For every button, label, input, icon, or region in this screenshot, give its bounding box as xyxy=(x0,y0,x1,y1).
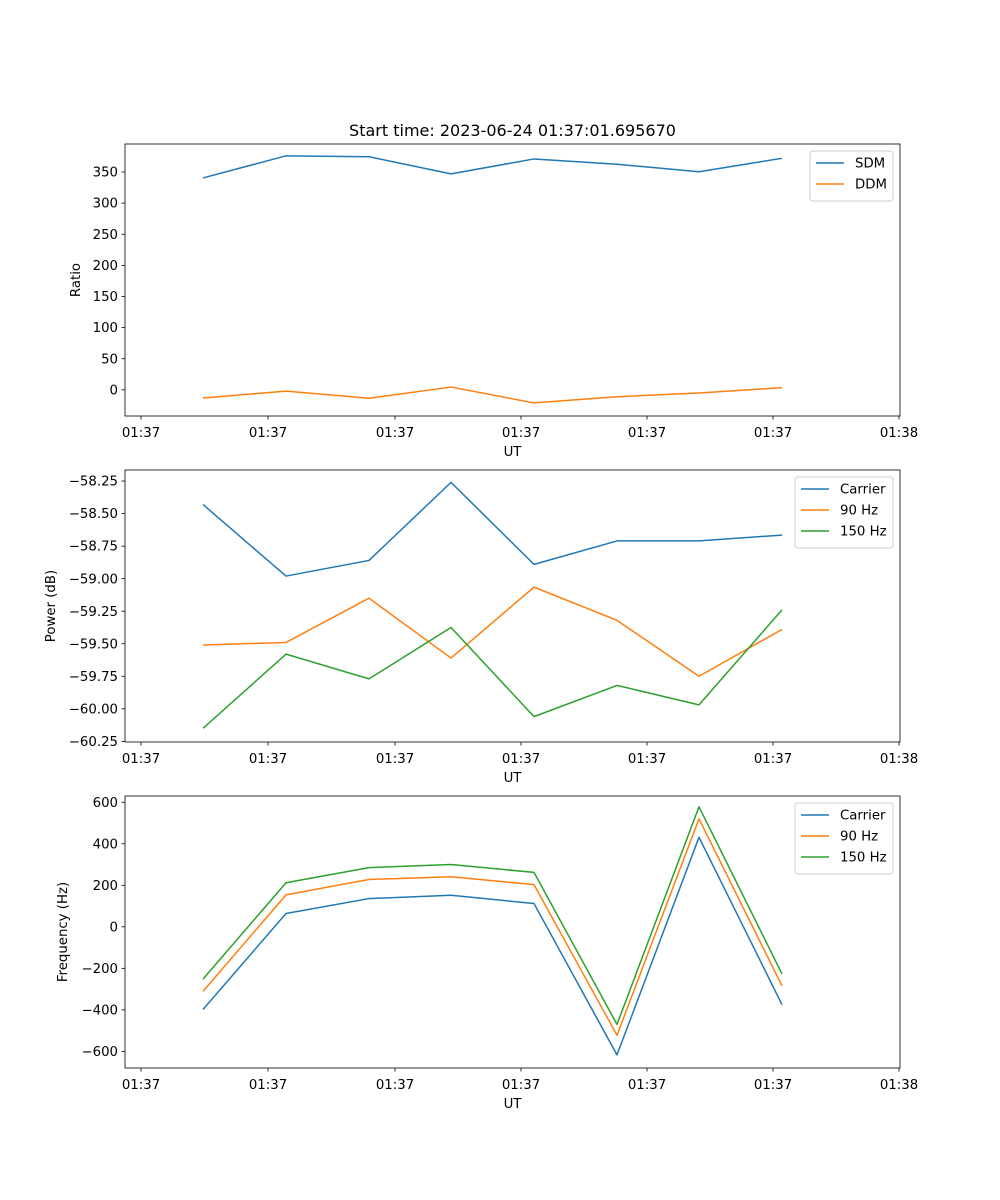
x-axis-label: UT xyxy=(504,771,523,786)
y-tick-label: 0 xyxy=(110,383,118,398)
y-axis-label: Frequency (Hz) xyxy=(56,882,71,982)
x-tick-label: 01:37 xyxy=(122,752,160,767)
y-tick-label: 250 xyxy=(93,228,118,243)
y-tick-label: −59.00 xyxy=(69,572,118,587)
legend-label: SDM xyxy=(855,157,885,172)
y-tick-label: 600 xyxy=(93,796,118,811)
y-tick-label: 300 xyxy=(93,197,118,212)
subplot-2: 01:37 01:37 01:37 01:37 01:37 01:37 01:38 UT −60… xyxy=(44,469,918,786)
y-tick-label: 200 xyxy=(93,879,118,894)
legend-label: 90 Hz xyxy=(840,504,878,519)
x-tick-label: 01:38 xyxy=(880,1078,918,1093)
series-line-carrier xyxy=(202,481,783,577)
x-tick-label: 01:37 xyxy=(376,1078,414,1093)
y-axis-label: Ratio xyxy=(69,263,84,297)
x-tick-label: 01:37 xyxy=(122,426,160,441)
axes-frame xyxy=(124,469,901,743)
series-line-90-hz xyxy=(202,586,783,678)
y-tick-label: −60.00 xyxy=(69,702,118,717)
x-tick-label: 01:37 xyxy=(249,1078,287,1093)
subplot-1: 01:37 01:37 01:37 01:37 01:37 01:37 01:38 UT 0 50… xyxy=(69,143,918,460)
x-tick-label: 01:37 xyxy=(754,1078,792,1093)
x-tick-label: 01:37 xyxy=(376,752,414,767)
y-tick-label: 100 xyxy=(93,321,118,336)
x-tick-label: 01:37 xyxy=(502,752,540,767)
legend-label: DDM xyxy=(855,178,887,193)
figure-title: Start time: 2023-06-24 01:37:01.695670 xyxy=(349,121,676,140)
y-tick-label: 0 xyxy=(110,920,118,935)
x-tick-label: 01:37 xyxy=(628,1078,666,1093)
x-tick-label: 01:37 xyxy=(249,752,287,767)
y-tick-label: −60.25 xyxy=(69,735,118,750)
x-tick-label: 01:37 xyxy=(249,426,287,441)
y-tick-label: −200 xyxy=(81,962,118,977)
x-tick-label: 01:38 xyxy=(880,752,918,767)
axes-frame xyxy=(124,795,901,1069)
y-tick-label: −600 xyxy=(81,1045,118,1060)
series-line-150-hz xyxy=(202,609,783,729)
y-tick-label: −400 xyxy=(81,1003,118,1018)
y-tick-label: 200 xyxy=(93,259,118,274)
x-tick-label: 01:37 xyxy=(376,426,414,441)
x-axis-label: UT xyxy=(504,1097,523,1112)
y-tick-label: −59.25 xyxy=(69,605,118,620)
x-tick-label: 01:37 xyxy=(502,426,540,441)
x-axis-label: UT xyxy=(504,445,523,460)
y-tick-label: −58.50 xyxy=(69,507,118,522)
x-tick-label: 01:37 xyxy=(628,426,666,441)
x-tick-label: 01:37 xyxy=(628,752,666,767)
y-tick-label: 350 xyxy=(93,166,118,181)
series-line-ddm xyxy=(202,386,783,404)
y-tick-label: −58.25 xyxy=(69,475,118,490)
legend-label: Carrier xyxy=(840,483,886,498)
subplot-3: 01:37 01:37 01:37 01:37 01:37 01:37 01:38 UT −60… xyxy=(56,795,918,1112)
legend-label: 150 Hz xyxy=(840,851,887,866)
legend: SDM DDM xyxy=(809,150,894,202)
legend: Carrier 90 Hz 150 Hz xyxy=(794,802,894,875)
x-tick-label: 01:37 xyxy=(754,752,792,767)
y-tick-label: 50 xyxy=(101,352,118,367)
legend-label: 90 Hz xyxy=(840,830,878,845)
legend: Carrier 90 Hz 150 Hz xyxy=(794,476,894,549)
axes-frame xyxy=(124,143,901,417)
y-tick-label: −58.75 xyxy=(69,540,118,555)
series-line-carrier xyxy=(202,836,783,1056)
series-line-150-hz xyxy=(202,806,783,1026)
legend-label: Carrier xyxy=(840,809,886,824)
x-tick-label: 01:37 xyxy=(122,1078,160,1093)
y-tick-label: 400 xyxy=(93,837,118,852)
y-tick-label: 150 xyxy=(93,290,118,305)
x-tick-label: 01:38 xyxy=(880,426,918,441)
y-tick-label: −59.50 xyxy=(69,637,118,652)
series-line-90-hz xyxy=(202,818,783,1036)
y-axis-label: Power (dB) xyxy=(44,570,59,642)
x-tick-label: 01:37 xyxy=(502,1078,540,1093)
legend-label: 150 Hz xyxy=(840,525,887,540)
y-tick-label: −59.75 xyxy=(69,670,118,685)
series-line-sdm xyxy=(202,155,783,179)
x-tick-label: 01:37 xyxy=(754,426,792,441)
